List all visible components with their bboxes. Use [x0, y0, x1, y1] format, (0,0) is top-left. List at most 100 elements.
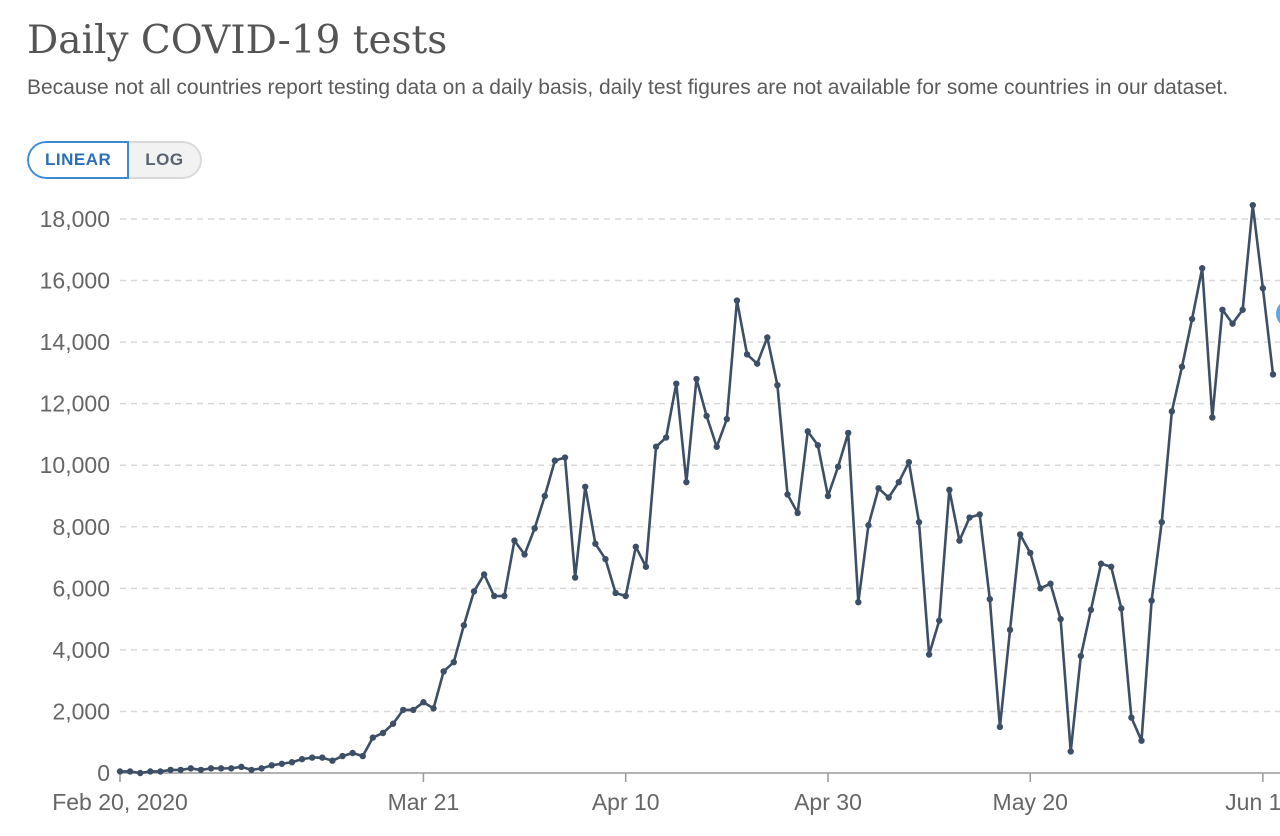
data-point[interactable] [925, 651, 933, 658]
data-point[interactable] [1047, 580, 1054, 587]
data-point[interactable] [258, 765, 265, 772]
data-point[interactable] [693, 375, 700, 383]
data-point[interactable] [379, 729, 387, 737]
data-point[interactable] [511, 537, 518, 544]
data-point[interactable] [369, 734, 377, 741]
data-point[interactable] [1067, 748, 1074, 755]
data-point[interactable] [1006, 626, 1014, 634]
data-point[interactable] [116, 768, 124, 775]
data-point[interactable] [349, 749, 356, 757]
data-point[interactable] [308, 754, 316, 761]
data-point[interactable] [1239, 306, 1246, 313]
data-point[interactable] [642, 563, 650, 570]
data-point[interactable] [1097, 560, 1105, 567]
data-point[interactable] [1107, 563, 1115, 570]
data-point[interactable] [1087, 606, 1095, 614]
data-point[interactable] [217, 765, 225, 772]
data-point[interactable] [885, 494, 892, 501]
data-point[interactable] [329, 757, 336, 764]
data-point[interactable] [359, 752, 366, 760]
data-point[interactable] [1077, 652, 1085, 660]
data-point[interactable] [147, 768, 154, 775]
data-point[interactable] [845, 429, 852, 437]
data-point[interactable] [1199, 265, 1206, 272]
data-point[interactable] [450, 659, 457, 666]
data-point[interactable] [855, 598, 862, 606]
data-point[interactable] [541, 492, 548, 500]
data-point[interactable] [228, 765, 235, 772]
data-point[interactable] [278, 760, 286, 767]
data-point[interactable] [582, 483, 589, 490]
data-point[interactable] [764, 334, 771, 341]
data-point[interactable] [966, 514, 973, 521]
data-point[interactable] [1128, 714, 1135, 721]
data-point[interactable] [723, 415, 731, 423]
data-point[interactable] [1219, 306, 1226, 313]
data-point[interactable] [298, 755, 306, 763]
data-point[interactable] [1168, 408, 1176, 415]
data-point[interactable] [1148, 597, 1155, 604]
data-point[interactable] [571, 574, 579, 581]
data-point[interactable] [865, 522, 872, 529]
data-point[interactable] [875, 485, 882, 492]
data-point[interactable] [824, 492, 832, 500]
data-point[interactable] [531, 525, 538, 532]
data-point[interactable] [662, 434, 670, 441]
data-point[interactable] [673, 380, 680, 387]
data-point[interactable] [167, 766, 174, 774]
data-point[interactable] [622, 592, 629, 600]
data-point[interactable] [956, 537, 963, 544]
data-point[interactable] [936, 617, 943, 624]
data-point[interactable] [1259, 285, 1267, 292]
data-point[interactable] [915, 518, 923, 526]
data-point[interactable] [288, 759, 296, 766]
data-point[interactable] [126, 768, 134, 775]
data-point[interactable] [1269, 371, 1277, 378]
data-point[interactable] [804, 428, 811, 435]
data-point[interactable] [905, 458, 913, 466]
data-point[interactable] [1027, 549, 1034, 557]
data-point[interactable] [197, 766, 205, 774]
data-point[interactable] [561, 454, 569, 461]
data-point[interactable] [207, 765, 215, 772]
data-point[interactable] [238, 763, 245, 771]
data-point[interactable] [1178, 363, 1186, 370]
data-point[interactable] [774, 382, 781, 389]
data-point[interactable] [491, 592, 498, 600]
data-point[interactable] [1249, 201, 1256, 209]
data-point[interactable] [389, 720, 397, 727]
data-point[interactable] [187, 765, 194, 772]
data-point[interactable] [996, 723, 1004, 731]
entity-end-marker[interactable] [1276, 300, 1280, 328]
data-point[interactable] [399, 706, 407, 714]
data-point[interactable] [652, 443, 660, 450]
data-point[interactable] [1037, 585, 1044, 592]
data-point[interactable] [521, 551, 528, 558]
data-point[interactable] [794, 509, 801, 517]
data-point[interactable] [986, 595, 994, 603]
data-point[interactable] [430, 705, 437, 712]
data-point[interactable] [753, 360, 761, 367]
data-point[interactable] [1229, 320, 1236, 327]
data-point[interactable] [1158, 518, 1165, 526]
data-point[interactable] [1138, 737, 1145, 744]
data-point[interactable] [784, 491, 791, 498]
data-point[interactable] [248, 766, 255, 774]
linear-scale-button[interactable]: LINEAR [27, 141, 130, 179]
data-point[interactable] [592, 540, 599, 547]
data-point[interactable] [1016, 531, 1024, 538]
data-point[interactable] [1057, 615, 1064, 623]
data-point[interactable] [713, 443, 720, 450]
data-point[interactable] [1209, 414, 1216, 421]
data-point[interactable] [460, 622, 468, 629]
data-point[interactable] [683, 478, 690, 486]
data-point[interactable] [612, 589, 619, 597]
data-point[interactable] [420, 699, 427, 706]
data-point[interactable] [339, 752, 346, 760]
data-point[interactable] [501, 592, 508, 600]
data-point[interactable] [632, 543, 640, 550]
log-scale-button[interactable]: LOG [129, 141, 202, 179]
data-point[interactable] [177, 766, 184, 774]
data-point[interactable] [703, 412, 710, 420]
data-point[interactable] [1188, 315, 1196, 323]
